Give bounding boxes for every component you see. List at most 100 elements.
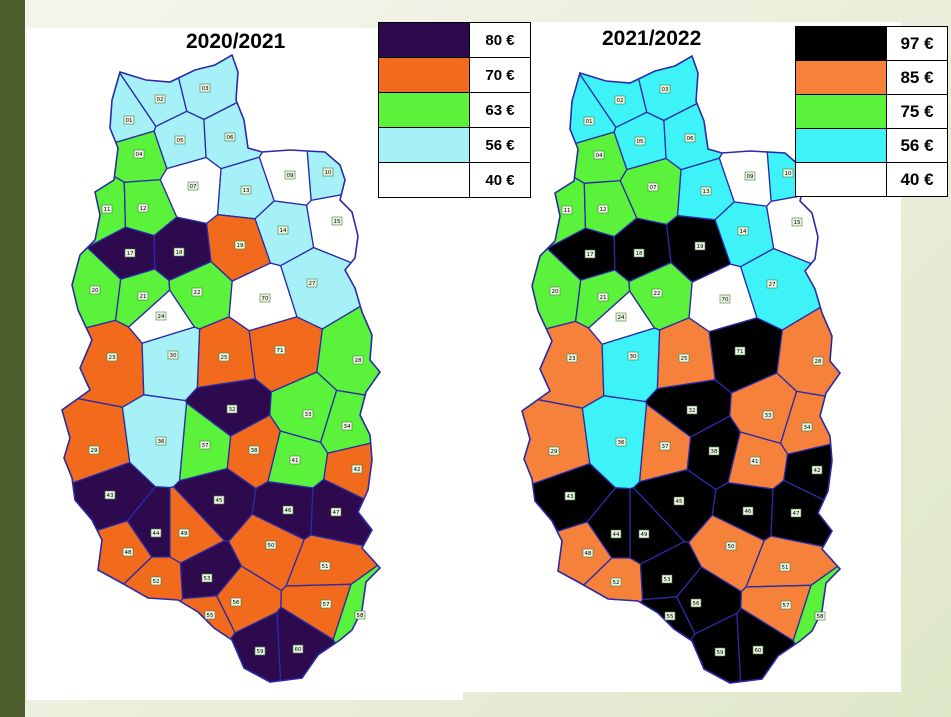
legend-swatch (795, 162, 887, 197)
zone-27 (739, 247, 840, 331)
svg-text:49: 49 (181, 531, 188, 537)
legend-swatch (378, 162, 470, 198)
svg-text:38: 38 (711, 449, 718, 455)
zone-label-10: 10 (322, 167, 334, 177)
zone-label-28: 28 (352, 355, 364, 365)
svg-text:44: 44 (613, 532, 620, 538)
svg-text:56: 56 (233, 600, 240, 606)
zone-label-33: 33 (762, 410, 774, 420)
zone-label-51: 51 (779, 562, 791, 572)
svg-text:42: 42 (814, 468, 821, 474)
svg-text:05: 05 (177, 138, 184, 144)
svg-text:30: 30 (170, 353, 177, 359)
legend-swatch (378, 127, 470, 163)
svg-text:43: 43 (107, 493, 114, 499)
zone-label-53: 53 (201, 573, 213, 583)
zone-label-59: 59 (254, 646, 266, 656)
svg-text:04: 04 (596, 153, 603, 159)
zone-55 (578, 596, 696, 683)
svg-text:37: 37 (202, 443, 209, 449)
zone-label-52: 52 (610, 577, 622, 587)
svg-text:25: 25 (681, 356, 688, 362)
zone-label-14: 14 (277, 225, 289, 235)
zone-label-11: 11 (101, 204, 113, 214)
zone-label-32: 32 (686, 405, 698, 415)
svg-text:02: 02 (157, 97, 164, 103)
zone-label-38: 38 (248, 445, 260, 455)
legend-swatch (378, 22, 470, 58)
zone-label-02: 02 (614, 95, 626, 105)
zone-label-06: 06 (224, 132, 236, 142)
zone-label-37: 37 (659, 441, 671, 451)
zone-label-38: 38 (708, 446, 720, 456)
legend-price: 75 € (886, 94, 948, 129)
svg-text:29: 29 (551, 449, 558, 455)
svg-text:02: 02 (617, 98, 624, 104)
legend-row: 70 € (378, 57, 531, 93)
zone-label-04: 04 (133, 149, 145, 159)
svg-text:09: 09 (287, 173, 294, 179)
svg-text:04: 04 (136, 152, 143, 158)
zone-label-44: 44 (150, 528, 162, 538)
svg-text:06: 06 (227, 135, 234, 141)
svg-text:38: 38 (251, 448, 258, 454)
svg-text:18: 18 (176, 250, 183, 256)
svg-text:13: 13 (243, 188, 250, 194)
zone-label-47: 47 (330, 507, 342, 517)
svg-text:10: 10 (325, 170, 332, 176)
zone-label-20: 20 (549, 286, 561, 296)
svg-text:51: 51 (782, 565, 789, 571)
zone-label-45: 45 (213, 495, 225, 505)
zone-51 (745, 535, 840, 588)
legend-row: 80 € (378, 22, 531, 58)
svg-text:05: 05 (637, 139, 644, 145)
zone-label-41: 41 (289, 455, 301, 465)
svg-text:27: 27 (769, 282, 776, 288)
svg-text:23: 23 (109, 355, 116, 361)
legend-swatch (795, 128, 887, 163)
svg-text:22: 22 (194, 290, 201, 296)
svg-text:53: 53 (204, 576, 211, 582)
svg-text:52: 52 (153, 579, 160, 585)
svg-text:09: 09 (747, 174, 754, 180)
zone-label-09: 09 (284, 170, 296, 180)
zone-label-49: 49 (638, 529, 650, 539)
zone-label-60: 60 (292, 644, 304, 654)
legend-price: 40 € (886, 162, 948, 197)
svg-text:36: 36 (158, 439, 165, 445)
svg-text:12: 12 (140, 206, 147, 212)
svg-text:59: 59 (717, 650, 724, 656)
legend-price: 56 € (886, 128, 948, 163)
map-2020-2021: 10 11 12 13 14 15 17 18 19 20 21 22 23 24 25 27 28 29 30 32… (61, 53, 382, 683)
svg-text:41: 41 (752, 459, 759, 465)
legend-price: 80 € (469, 22, 531, 58)
svg-text:12: 12 (600, 207, 607, 213)
zone-label-15: 15 (331, 216, 343, 226)
zone-label-04: 04 (593, 150, 605, 160)
svg-text:48: 48 (585, 551, 592, 557)
svg-text:28: 28 (355, 358, 362, 364)
svg-text:42: 42 (354, 467, 361, 473)
zone-label-05: 05 (174, 135, 186, 145)
year-title-right: 2021/2022 (602, 27, 702, 50)
zone-label-03: 03 (199, 83, 211, 93)
svg-text:57: 57 (783, 603, 790, 609)
zone-label-11: 11 (561, 205, 573, 215)
svg-text:52: 52 (613, 580, 620, 586)
zone-label-07: 07 (187, 181, 199, 191)
svg-text:17: 17 (127, 251, 134, 257)
zone-label-50: 50 (725, 541, 737, 551)
left-accent-bar (0, 0, 25, 717)
svg-text:03: 03 (662, 87, 669, 93)
zone-label-34: 34 (341, 421, 353, 431)
svg-text:59: 59 (257, 649, 264, 655)
zone-label-22: 22 (191, 287, 203, 297)
legend-row: 56 € (378, 127, 531, 163)
zone-label-47: 47 (790, 508, 802, 518)
zone-label-70: 70 (259, 293, 271, 303)
zone-label-15: 15 (791, 217, 803, 227)
legend-swatch (795, 60, 887, 95)
zone-label-13: 13 (700, 186, 712, 196)
svg-text:53: 53 (664, 577, 671, 583)
zone-label-18: 18 (633, 248, 645, 258)
